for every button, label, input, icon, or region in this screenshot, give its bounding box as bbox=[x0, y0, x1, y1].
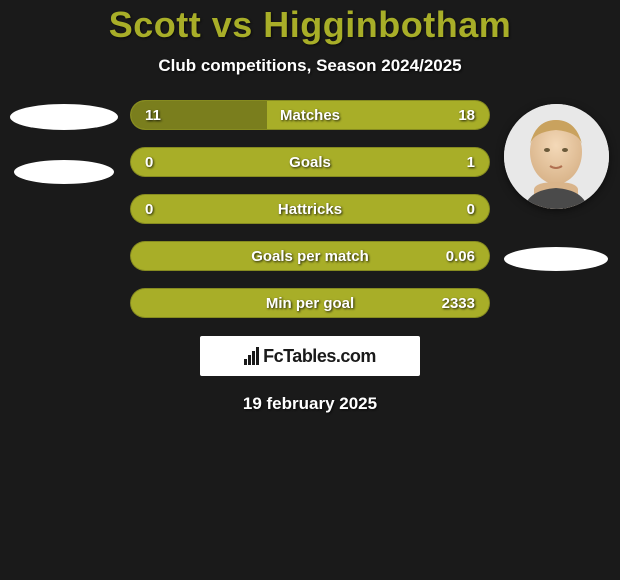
main-row: 11 Matches 18 0 Goals 1 0 Hattricks 0 Go… bbox=[0, 100, 620, 318]
stat-right-value: 18 bbox=[415, 107, 475, 124]
stat-left-value: 0 bbox=[145, 201, 205, 218]
stat-left-value: 11 bbox=[145, 107, 205, 124]
stat-right-value: 0 bbox=[415, 201, 475, 218]
right-player-avatar bbox=[504, 104, 609, 209]
stat-row-min-per-goal: Min per goal 2333 bbox=[130, 288, 490, 318]
right-player-col bbox=[496, 100, 616, 271]
subtitle: Club competitions, Season 2024/2025 bbox=[0, 56, 620, 76]
comparison-card: Scott vs Higginbotham Club competitions,… bbox=[0, 0, 620, 414]
stat-label: Min per goal bbox=[205, 295, 415, 312]
stat-label: Matches bbox=[205, 107, 415, 124]
stat-row-goals: 0 Goals 1 bbox=[130, 147, 490, 177]
stat-right-value: 2333 bbox=[415, 295, 475, 312]
stat-row-matches: 11 Matches 18 bbox=[130, 100, 490, 130]
stat-left-value: 0 bbox=[145, 154, 205, 171]
stat-right-value: 0.06 bbox=[415, 248, 475, 265]
left-player-avatar-placeholder bbox=[10, 104, 118, 130]
source-logo[interactable]: FcTables.com bbox=[200, 336, 420, 376]
stat-row-goals-per-match: Goals per match 0.06 bbox=[130, 241, 490, 271]
stat-right-value: 1 bbox=[415, 154, 475, 171]
stat-label: Goals bbox=[205, 154, 415, 171]
date-label: 19 february 2025 bbox=[0, 394, 620, 414]
left-player-col bbox=[4, 100, 124, 184]
page-title: Scott vs Higginbotham bbox=[0, 4, 620, 46]
right-player-badge-placeholder bbox=[504, 247, 608, 271]
stat-row-hattricks: 0 Hattricks 0 bbox=[130, 194, 490, 224]
stat-label: Goals per match bbox=[205, 248, 415, 265]
stat-label: Hattricks bbox=[205, 201, 415, 218]
left-player-badge-placeholder bbox=[14, 160, 114, 184]
avatar-photo bbox=[504, 104, 609, 209]
stats-column: 11 Matches 18 0 Goals 1 0 Hattricks 0 Go… bbox=[124, 100, 496, 318]
chart-icon bbox=[244, 347, 259, 365]
logo-text: FcTables.com bbox=[263, 346, 376, 367]
